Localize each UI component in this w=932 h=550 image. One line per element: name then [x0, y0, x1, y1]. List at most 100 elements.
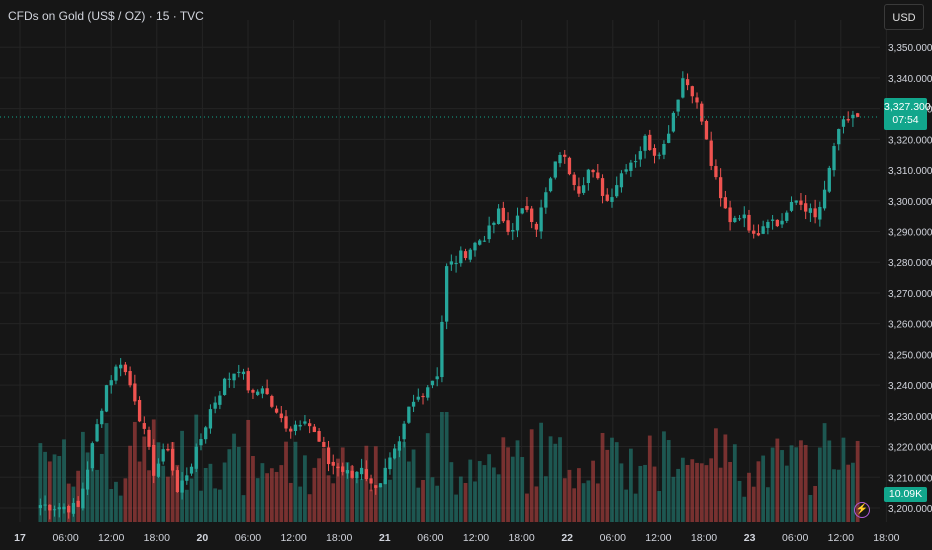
volume-bar: [251, 455, 255, 522]
candle-body: [284, 416, 288, 429]
candle-body: [303, 421, 307, 424]
volume-bar: [397, 448, 402, 522]
volume-bar: [699, 463, 704, 522]
candle-body: [119, 364, 123, 369]
volume-bar: [38, 443, 43, 522]
candle-body: [752, 230, 756, 234]
candle-body: [463, 251, 468, 259]
x-tick-label: 06:00: [782, 532, 808, 544]
volume-bar: [657, 491, 662, 522]
candle-body: [468, 249, 472, 260]
candle-body: [350, 470, 354, 478]
volume-bar: [817, 447, 822, 522]
candle-body: [449, 261, 454, 265]
candle-body: [100, 410, 104, 425]
volume-bar: [581, 483, 586, 522]
candle-body: [369, 478, 373, 484]
y-tick-label: 3,240.000: [888, 381, 932, 392]
volume-bar: [166, 476, 170, 522]
volume-bar: [62, 439, 66, 522]
candle-body: [591, 170, 595, 173]
candle-body: [615, 185, 619, 197]
x-tick-label: 23: [744, 532, 756, 544]
x-tick-label: 12:00: [645, 532, 671, 544]
candle-body: [667, 133, 671, 143]
volume-bar: [765, 487, 770, 522]
candle-body: [331, 461, 335, 466]
candle-body: [808, 208, 813, 213]
volume-bar: [487, 454, 492, 522]
candle-body: [440, 321, 444, 378]
x-tick-label: 18:00: [508, 532, 534, 544]
candle-body: [156, 463, 161, 477]
candle-body: [501, 207, 505, 222]
volume-bar: [732, 444, 737, 522]
volume-bar: [199, 490, 203, 522]
volume-bar: [47, 461, 52, 522]
candle-body: [326, 447, 331, 465]
volume-bar: [66, 483, 71, 522]
y-axis[interactable]: 3,350.0003,340.0003,330.0003,320.0003,31…: [888, 43, 932, 515]
lightning-bolt-icon[interactable]: ⚡: [854, 502, 870, 518]
volume-bar: [227, 449, 232, 522]
volume-bar: [406, 461, 411, 522]
candle-body: [289, 428, 293, 432]
x-tick-label: 21: [379, 532, 391, 544]
volume-bar: [458, 476, 463, 522]
y-tick-label: 3,250.000: [888, 350, 932, 361]
candle-body: [553, 161, 557, 178]
candle-body: [473, 242, 477, 251]
candle-body: [402, 423, 406, 440]
candle-body: [737, 218, 742, 220]
candle-body: [506, 220, 510, 232]
volume-bar: [279, 465, 284, 522]
candle-body: [534, 223, 539, 230]
candle-body: [393, 448, 397, 459]
volume-bar: [525, 493, 529, 522]
volume-bar: [614, 442, 619, 522]
volume-bar: [274, 471, 279, 522]
volume-bar: [109, 488, 114, 522]
volume-bar: [619, 463, 624, 522]
candle-body: [747, 214, 751, 231]
candle-body: [137, 399, 142, 422]
volume-bar: [742, 496, 747, 522]
volume-bar: [832, 469, 836, 522]
candle-body: [345, 470, 350, 474]
candle-body: [411, 401, 416, 407]
x-axis[interactable]: 17 06:00 12:00 18:00 20 06:00 12:00 18:00 21 06:0…: [14, 532, 900, 544]
volume-bar: [529, 429, 534, 522]
volume-bar: [747, 472, 751, 522]
candle-body: [681, 78, 685, 98]
volume-bar: [170, 442, 175, 522]
volume-bar: [90, 444, 95, 522]
candle-body: [204, 427, 208, 440]
candle-body: [237, 371, 241, 373]
candle-body: [742, 214, 746, 219]
volume-bar: [114, 481, 118, 522]
volume-bar: [477, 461, 482, 522]
volume-bar: [104, 423, 109, 522]
candle-body: [270, 396, 274, 407]
volume-bar: [610, 437, 614, 522]
currency-button[interactable]: USD: [884, 4, 924, 30]
volume-bar: [775, 438, 780, 522]
volume-bar: [317, 458, 321, 522]
candle-body: [662, 143, 666, 155]
candle-body: [572, 174, 576, 185]
volume-bar: [364, 445, 369, 522]
volume-bar: [463, 483, 468, 522]
volume-bar: [695, 462, 699, 522]
candle-body: [38, 505, 43, 509]
volume-bar: [388, 479, 392, 522]
volume-bar: [482, 465, 487, 522]
candle-body: [71, 502, 76, 514]
volume-bar: [794, 447, 799, 522]
candle-body: [780, 220, 784, 225]
volume-bar: [789, 445, 794, 522]
x-tick-label: 18:00: [326, 532, 352, 544]
y-tick-label: 3,270.000: [888, 289, 932, 300]
candle-body: [317, 431, 321, 442]
x-tick-label: 06:00: [235, 532, 261, 544]
